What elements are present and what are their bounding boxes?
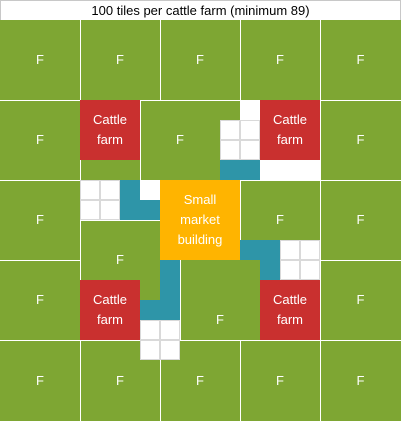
road-tile xyxy=(140,300,180,320)
field-label: F xyxy=(36,372,44,388)
grid-divider xyxy=(320,20,321,421)
small-market-building xyxy=(160,180,240,260)
grid-divider xyxy=(320,180,401,181)
empty-tile xyxy=(100,180,120,200)
field-label: F xyxy=(196,52,204,67)
field-block xyxy=(320,20,401,100)
empty-tile xyxy=(100,200,120,220)
field-block xyxy=(320,260,401,340)
field-block xyxy=(0,340,80,421)
empty-tile xyxy=(220,140,240,160)
empty-tile xyxy=(280,240,300,260)
road-tile xyxy=(120,180,140,220)
field-block xyxy=(0,260,80,340)
road-tile xyxy=(260,260,280,280)
grid-divider xyxy=(0,260,80,261)
grid-divider xyxy=(240,340,241,421)
cattle-farm-label: Cattle farm xyxy=(273,292,307,327)
cattle-farm-bottom-left xyxy=(80,280,140,340)
grid-divider xyxy=(0,180,80,181)
grid-divider xyxy=(240,180,320,181)
field-label: F xyxy=(36,52,44,67)
field-block xyxy=(140,100,220,180)
field-label: F xyxy=(176,132,184,147)
diagram-title: 100 tiles per cattle farm (minimum 89) xyxy=(0,0,401,20)
road-tile xyxy=(160,260,180,300)
road-tile xyxy=(240,240,280,260)
field-block xyxy=(160,20,240,100)
grid-divider xyxy=(160,20,161,100)
road-tile xyxy=(140,200,160,220)
empty-tile xyxy=(300,260,320,280)
field-block xyxy=(0,100,80,180)
tile-grid: F F F F F F F F F F F F F F F F F F F F … xyxy=(0,20,401,421)
market-label: Small market building xyxy=(177,192,223,247)
cattle-farm-label: Cattle farm xyxy=(93,292,127,327)
cattle-farm-bottom-right xyxy=(260,280,320,340)
grid-divider xyxy=(80,220,160,221)
grid-divider xyxy=(160,340,161,421)
field-block xyxy=(240,20,320,100)
empty-tile xyxy=(140,340,160,360)
field-label: F xyxy=(356,132,365,147)
field-block xyxy=(320,340,401,421)
field-block xyxy=(0,20,80,100)
field-label: F xyxy=(356,372,365,388)
road-tile xyxy=(220,160,260,180)
field-block xyxy=(320,100,401,180)
empty-tile xyxy=(240,120,260,140)
field-label: F xyxy=(116,52,124,67)
empty-tile xyxy=(220,120,240,140)
cattle-farm-label: Cattle farm xyxy=(93,112,127,147)
grid-divider xyxy=(180,260,181,340)
field-label: F xyxy=(116,252,124,267)
grid-divider xyxy=(140,100,141,180)
cattle-farm-top-right xyxy=(260,100,320,160)
empty-tile xyxy=(140,320,160,340)
grid-divider xyxy=(0,340,401,341)
field-label: F xyxy=(116,372,124,388)
empty-tile xyxy=(80,180,100,200)
cattle-farm-top-left xyxy=(80,100,140,160)
field-label: F xyxy=(356,292,365,307)
field-label: F xyxy=(36,212,44,227)
grid-divider xyxy=(320,260,401,261)
field-label: F xyxy=(276,212,284,227)
grid-divider xyxy=(0,100,401,101)
empty-tile xyxy=(160,320,180,340)
field-label: F xyxy=(356,212,365,227)
field-label: F xyxy=(276,372,284,388)
empty-tile xyxy=(240,140,260,160)
field-label: F xyxy=(36,132,44,147)
field-label: F xyxy=(216,312,224,327)
field-block xyxy=(240,260,260,340)
empty-tile xyxy=(160,340,180,360)
empty-tile xyxy=(80,200,100,220)
grid-divider xyxy=(240,20,241,100)
field-label: F xyxy=(356,52,365,67)
field-block xyxy=(240,340,320,421)
grid-divider xyxy=(240,180,241,260)
field-block xyxy=(80,160,140,180)
field-label: F xyxy=(276,52,284,67)
field-label: F xyxy=(36,292,44,307)
empty-tile xyxy=(280,260,300,280)
field-block xyxy=(80,20,160,100)
cattle-farm-label: Cattle farm xyxy=(273,112,307,147)
field-block xyxy=(0,180,80,260)
empty-tile xyxy=(300,240,320,260)
field-label: F xyxy=(196,372,204,388)
field-block xyxy=(320,180,401,260)
